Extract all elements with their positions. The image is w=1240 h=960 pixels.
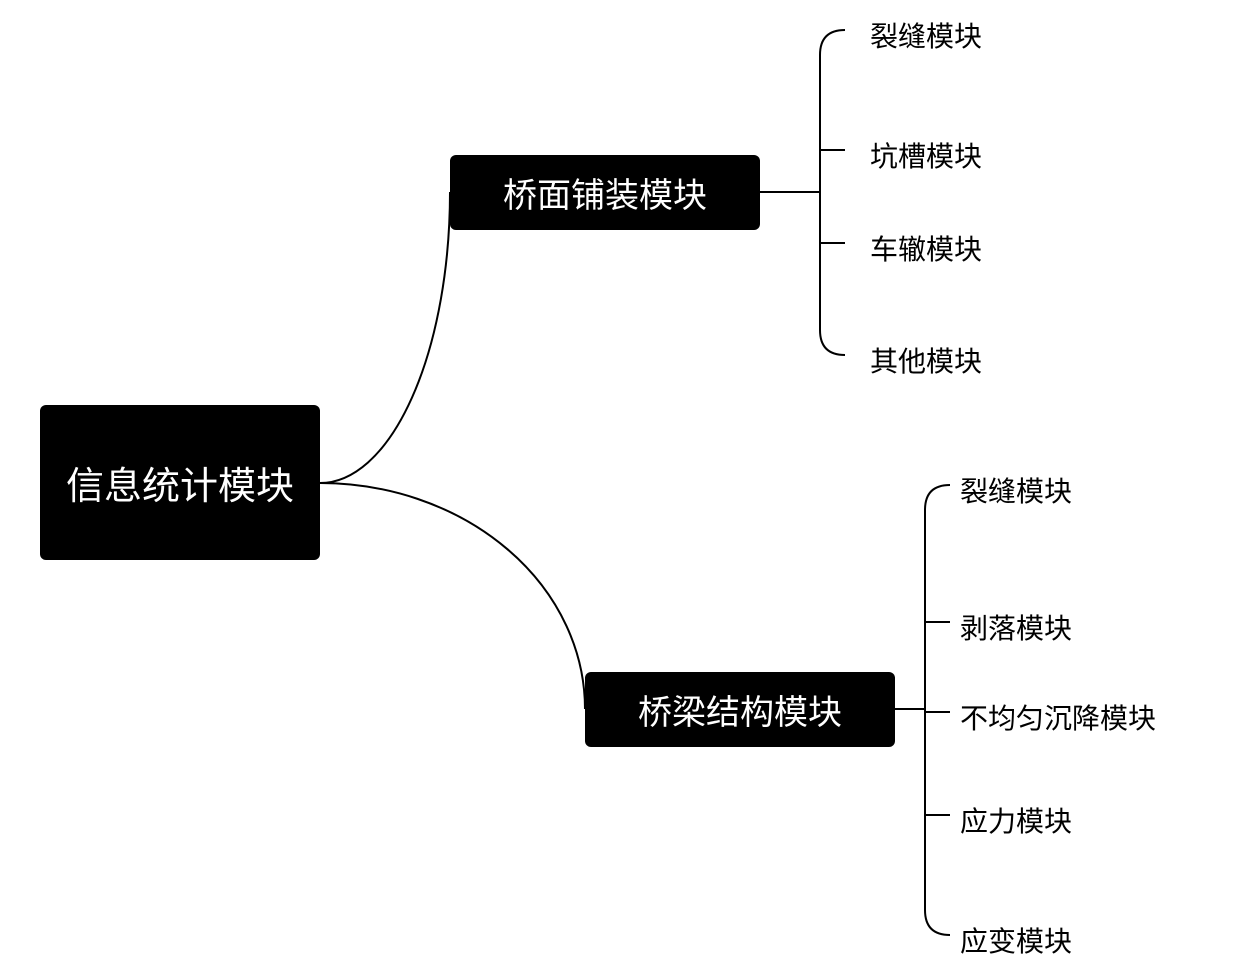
mid-node: 桥梁结构模块: [585, 672, 895, 747]
leaf-label: 应力模块: [960, 800, 1072, 840]
root-node: 信息统计模块: [40, 405, 320, 560]
root-node-label: 信息统计模块: [66, 455, 294, 510]
mid-node-label: 桥梁结构模块: [638, 685, 842, 734]
leaf-label: 坑槽模块: [870, 135, 982, 175]
leaf-label: 其他模块: [870, 340, 982, 380]
leaf-label: 裂缝模块: [960, 470, 1072, 510]
leaf-label: 车辙模块: [870, 228, 982, 268]
mid-node: 桥面铺装模块: [450, 155, 760, 230]
leaf-label: 剥落模块: [960, 607, 1072, 647]
leaf-label: 不均匀沉降模块: [960, 697, 1156, 737]
mid-node-label: 桥面铺装模块: [503, 168, 707, 217]
leaf-label: 应变模块: [960, 920, 1072, 960]
leaf-label: 裂缝模块: [870, 15, 982, 55]
